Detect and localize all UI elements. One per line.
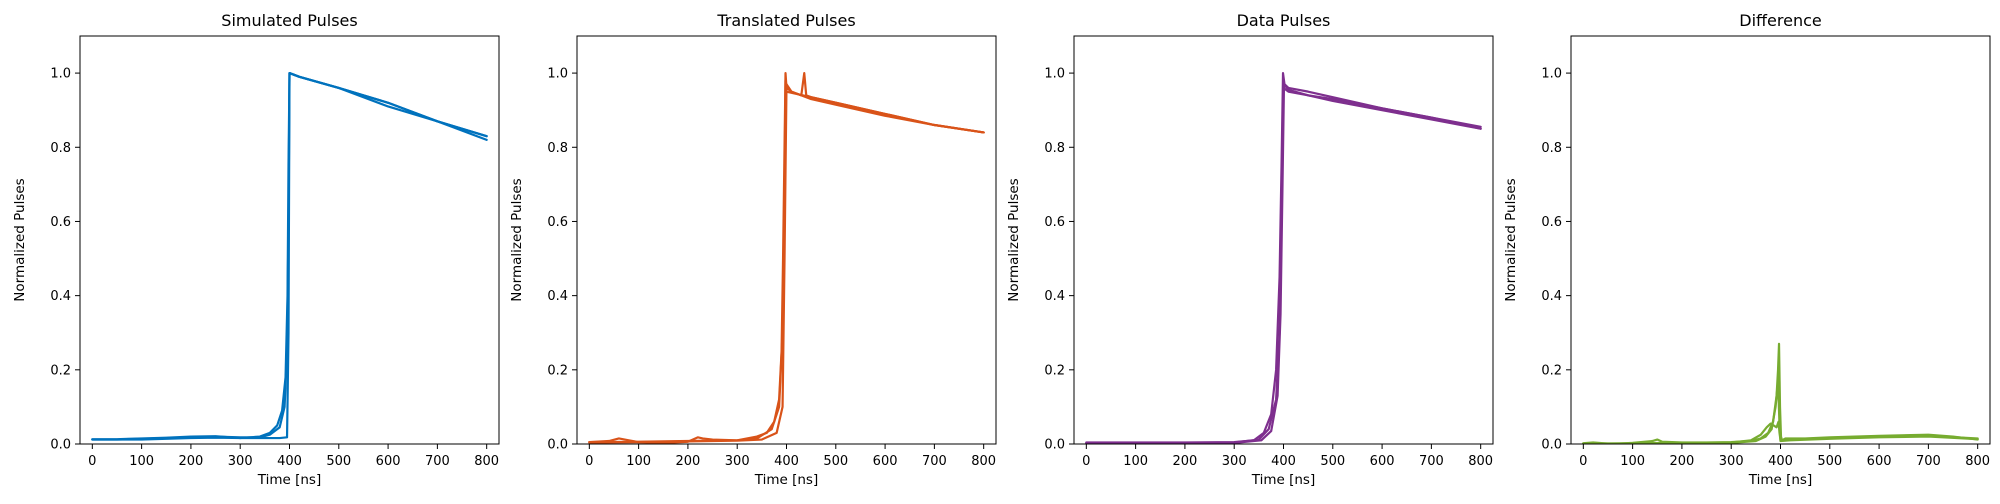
y-tick-label: 0.6 xyxy=(547,215,568,230)
y-tick-label: 0.0 xyxy=(50,438,71,453)
y-tick-label: 0.8 xyxy=(50,141,71,156)
x-tick-label: 0 xyxy=(88,454,96,469)
x-tick-label: 200 xyxy=(178,454,203,469)
y-axis-label: Normalized Pulses xyxy=(509,178,525,301)
x-tick-label: 700 xyxy=(425,454,450,469)
y-tick-label: 0.4 xyxy=(1541,289,1562,304)
x-tick-label: 0 xyxy=(1579,454,1587,469)
x-tick-label: 400 xyxy=(277,454,302,469)
y-axis-label: Normalized Pulses xyxy=(12,178,28,301)
y-tick-label: 0.2 xyxy=(547,363,568,378)
chart-panel-1: 0 100 200 300 400 500 600 700 800 0.0 0.2 0.4 0.6 0.8… xyxy=(12,11,500,488)
x-tick-label: 700 xyxy=(922,454,947,469)
y-tick-label: 0.0 xyxy=(1541,438,1562,453)
y-tick-label: 0.6 xyxy=(50,215,71,230)
y-tick-label: 0.2 xyxy=(1541,363,1562,378)
x-tick-label: 100 xyxy=(1620,454,1645,469)
series-line-3 xyxy=(1085,83,1482,444)
series-group xyxy=(1085,71,1482,444)
x-tick-label: 200 xyxy=(675,454,700,469)
x-tick-label: 700 xyxy=(1419,454,1444,469)
y-tick-label: 0.0 xyxy=(1044,438,1065,453)
y-tick-label: 0.0 xyxy=(547,438,568,453)
x-tick-label: 700 xyxy=(1916,454,1941,469)
x-tick-label: 800 xyxy=(1468,454,1493,469)
y-tick-label: 0.8 xyxy=(1541,141,1562,156)
x-axis-label: Time [ns] xyxy=(257,472,321,488)
x-tick-label: 200 xyxy=(1172,454,1197,469)
y-tick-label: 0.6 xyxy=(1044,215,1065,230)
x-tick-label: 600 xyxy=(376,454,401,469)
y-tick-label: 0.4 xyxy=(547,289,568,304)
x-tick-label: 500 xyxy=(1320,454,1345,469)
x-tick-label: 500 xyxy=(823,454,848,469)
x-tick-label: 500 xyxy=(1817,454,1842,469)
y-tick-label: 0.8 xyxy=(1044,141,1065,156)
series-group xyxy=(91,71,488,441)
x-tick-label: 800 xyxy=(1965,454,1990,469)
y-tick-label: 0.2 xyxy=(1044,363,1065,378)
x-axis-label: Time [ns] xyxy=(1251,472,1315,488)
y-tick-label: 0.6 xyxy=(1541,215,1562,230)
chart-panel-2: 0 100 200 300 400 500 600 700 800 0.0 0.2 0.4 0.6 0.8… xyxy=(509,11,997,488)
y-tick-label: 1.0 xyxy=(1541,67,1562,82)
series-group xyxy=(1582,342,1979,444)
y-tick-label: 1.0 xyxy=(1044,67,1065,82)
chart-panel-4: 0 100 200 300 400 500 600 700 800 0.0 0.2 0.4 0.6 0.8… xyxy=(1503,11,1991,488)
x-tick-label: 300 xyxy=(1719,454,1744,469)
x-tick-label: 300 xyxy=(228,454,253,469)
chart-panel-3: 0 100 200 300 400 500 600 700 800 0.0 0.2 0.4 0.6 0.8… xyxy=(1006,11,1494,488)
chart-title: Simulated Pulses xyxy=(221,11,357,30)
x-tick-label: 800 xyxy=(971,454,996,469)
x-tick-label: 100 xyxy=(1123,454,1148,469)
y-tick-label: 0.2 xyxy=(50,363,71,378)
x-axis-label: Time [ns] xyxy=(1748,472,1812,488)
x-tick-label: 200 xyxy=(1669,454,1694,469)
x-tick-label: 100 xyxy=(129,454,154,469)
x-tick-label: 0 xyxy=(1082,454,1090,469)
x-tick-label: 400 xyxy=(774,454,799,469)
series-line-3 xyxy=(91,71,488,441)
x-tick-label: 0 xyxy=(585,454,593,469)
y-tick-label: 1.0 xyxy=(50,67,71,82)
chart-title: Difference xyxy=(1739,11,1821,30)
x-tick-label: 500 xyxy=(326,454,351,469)
x-tick-label: 100 xyxy=(626,454,651,469)
y-tick-label: 0.4 xyxy=(50,289,71,304)
y-axis-label: Normalized Pulses xyxy=(1503,178,1519,301)
chart-title: Data Pulses xyxy=(1237,11,1331,30)
x-tick-label: 600 xyxy=(873,454,898,469)
x-tick-label: 400 xyxy=(1271,454,1296,469)
y-tick-label: 1.0 xyxy=(547,67,568,82)
series-line-3 xyxy=(588,83,985,444)
x-tick-label: 400 xyxy=(1768,454,1793,469)
x-tick-label: 600 xyxy=(1370,454,1395,469)
x-tick-label: 800 xyxy=(474,454,499,469)
series-line-3 xyxy=(1582,379,1979,444)
y-tick-label: 0.4 xyxy=(1044,289,1065,304)
y-tick-label: 0.8 xyxy=(547,141,568,156)
x-tick-label: 300 xyxy=(725,454,750,469)
y-axis-label: Normalized Pulses xyxy=(1006,178,1022,301)
x-tick-label: 600 xyxy=(1867,454,1892,469)
x-axis-label: Time [ns] xyxy=(754,472,818,488)
chart-title: Translated Pulses xyxy=(716,11,855,30)
x-tick-label: 300 xyxy=(1222,454,1247,469)
series-group xyxy=(588,71,985,444)
